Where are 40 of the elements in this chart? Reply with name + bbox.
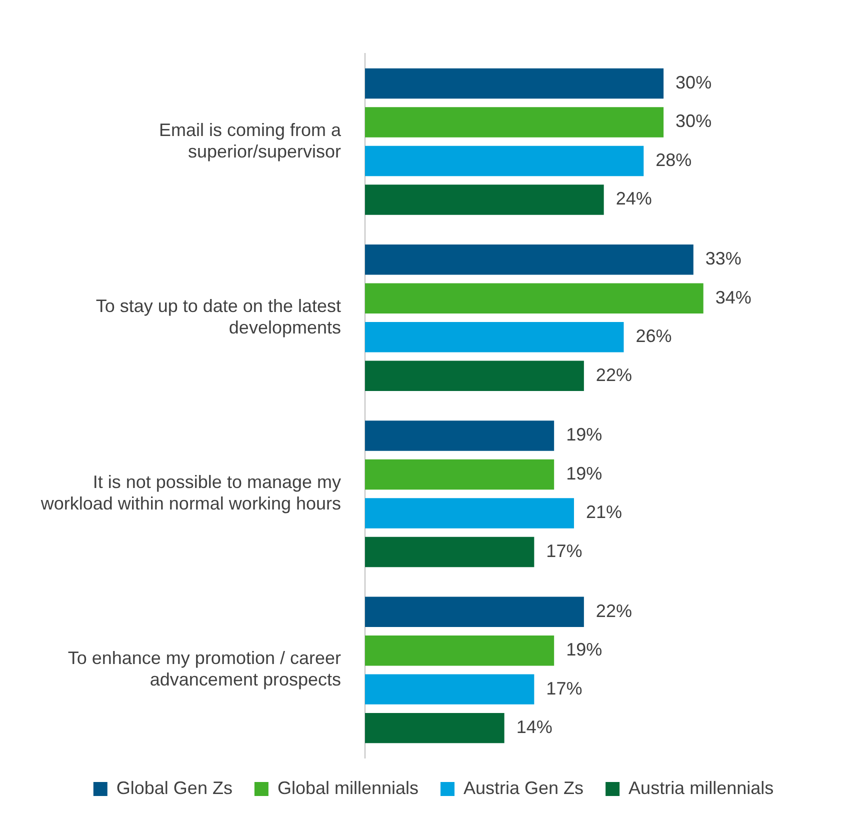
bar — [365, 712, 504, 744]
data-label: 22% — [596, 364, 632, 385]
data-label: 21% — [586, 502, 622, 522]
legend-label: Global Gen Zs — [116, 778, 232, 798]
y-tick-label: It is not possible to manage my workload within normal working hours — [40, 472, 341, 514]
legend-label: Global millennials — [277, 778, 419, 798]
y-tick-label: To enhance my promotion / career advancement prospects — [68, 648, 342, 690]
legend-label: Austria Gen Zs — [464, 778, 584, 798]
data-label: 22% — [596, 600, 632, 621]
bar — [365, 635, 554, 666]
y-tick-label: Email is coming from a superior/supervisor — [158, 120, 342, 162]
bar — [365, 674, 534, 704]
bar — [365, 498, 574, 528]
legend-label: Austria millennials — [628, 778, 774, 798]
bar — [365, 107, 664, 138]
bar — [365, 322, 624, 352]
data-label: 28% — [656, 150, 692, 170]
bar — [365, 360, 584, 391]
data-label: 14% — [516, 717, 552, 738]
bar — [365, 283, 704, 314]
y-tick-label: To stay up to date on the latest developments — [96, 296, 341, 338]
data-label: 30% — [676, 111, 712, 132]
data-label: 19% — [566, 424, 602, 445]
data-label: 17% — [546, 678, 582, 698]
bar — [365, 244, 694, 275]
bar — [365, 184, 604, 215]
data-label: 34% — [715, 287, 752, 308]
bar — [365, 146, 644, 176]
bar — [365, 68, 664, 99]
data-label: 19% — [566, 463, 602, 484]
data-label: 17% — [546, 540, 582, 561]
bar — [365, 420, 554, 451]
data-label: 24% — [616, 188, 652, 209]
bar — [365, 536, 534, 568]
data-label: 33% — [705, 248, 742, 269]
data-label: 26% — [636, 326, 672, 346]
bar — [365, 459, 554, 490]
data-label: 19% — [566, 640, 602, 660]
bar — [365, 596, 584, 627]
data-label: 30% — [676, 72, 712, 93]
